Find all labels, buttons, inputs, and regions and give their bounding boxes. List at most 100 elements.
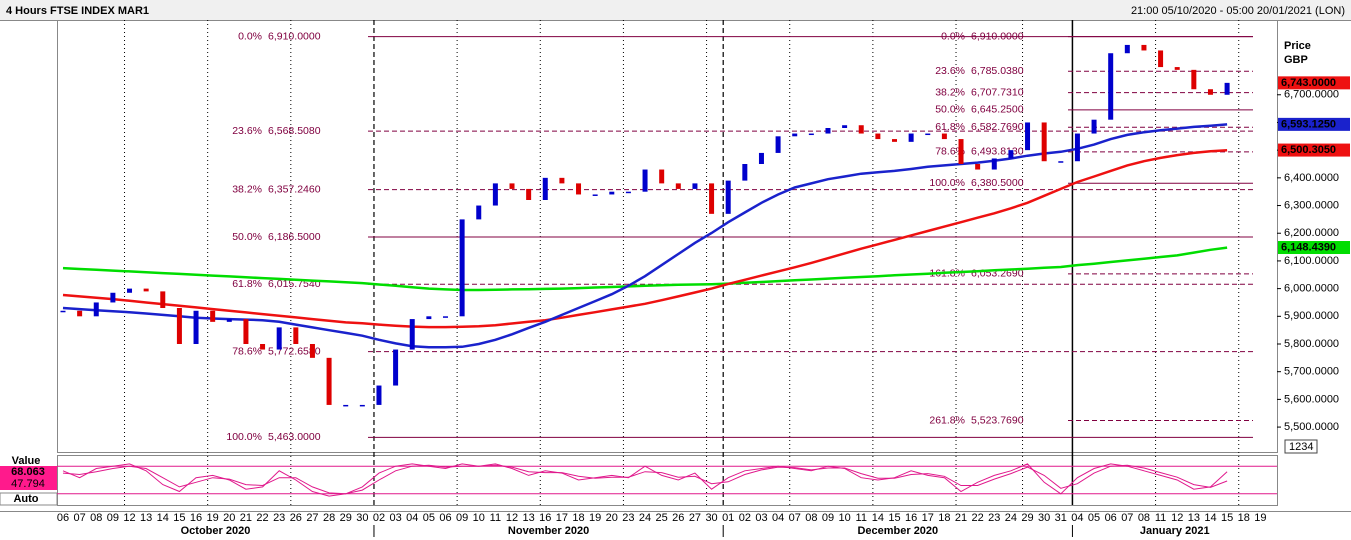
x-tick-label: 16 xyxy=(539,512,551,524)
x-tick-label: 29 xyxy=(1021,512,1033,524)
fib-price: 6,568.5080 xyxy=(268,125,321,137)
fib-price: 6,380.5000 xyxy=(971,177,1024,189)
fib-pct: 50.0% xyxy=(935,104,965,116)
candle xyxy=(808,133,814,136)
fib-pct: 100.0% xyxy=(929,177,965,189)
x-tick-label: 13 xyxy=(523,512,535,524)
chart-title: 4 Hours FTSE INDEX MAR1 xyxy=(6,5,149,17)
candle xyxy=(892,139,897,142)
x-tick-label: 11 xyxy=(856,512,867,524)
candle xyxy=(1041,122,1047,162)
x-tick-label: 01 xyxy=(722,512,734,524)
candle xyxy=(459,219,465,317)
x-tick-label: 17 xyxy=(922,512,934,524)
fib-price: 6,645.2500 xyxy=(971,104,1024,116)
candle xyxy=(908,133,914,142)
candle xyxy=(941,133,947,140)
x-tick-label: 18 xyxy=(938,512,950,524)
candle xyxy=(193,310,199,344)
candle xyxy=(1141,44,1147,51)
x-tick-label: 08 xyxy=(805,512,817,524)
x-tick-label: 17 xyxy=(556,512,568,524)
candle xyxy=(709,183,715,214)
fib-price: 6,493.8130 xyxy=(971,146,1024,158)
candle xyxy=(226,319,232,322)
x-tick-label: 24 xyxy=(1005,512,1017,524)
badge-box xyxy=(1284,439,1318,454)
x-tick-label: 23 xyxy=(622,512,634,524)
month-label: January 2021 xyxy=(1140,525,1210,537)
y-tick-label: 5,800.0000 xyxy=(1284,338,1339,350)
x-tick-label: 20 xyxy=(223,512,235,524)
fib-price: 5,463.0000 xyxy=(268,431,321,443)
candle xyxy=(1091,119,1097,134)
y-tick-label: 6,300.0000 xyxy=(1284,199,1339,211)
moving-average xyxy=(62,123,1228,349)
x-tick-label: 09 xyxy=(107,512,119,524)
candle xyxy=(825,128,831,134)
candle xyxy=(143,288,149,292)
x-tick-label: 22 xyxy=(256,512,268,524)
x-tick-label: 13 xyxy=(1188,512,1200,524)
x-tick-label: 20 xyxy=(606,512,618,524)
x-tick-label: 28 xyxy=(323,512,335,524)
candle xyxy=(792,133,798,137)
candle xyxy=(376,385,382,405)
fib-pct: 23.6% xyxy=(935,65,965,77)
x-tick-label: 04 xyxy=(406,512,418,524)
x-tick-label: 15 xyxy=(173,512,185,524)
candle xyxy=(393,349,399,386)
y-tick-label: 5,700.0000 xyxy=(1284,366,1339,378)
x-tick-label: 21 xyxy=(240,512,252,524)
candle xyxy=(343,404,349,407)
price-tag-label: 6,500.3050 xyxy=(1281,144,1336,156)
candle xyxy=(77,310,83,317)
x-tick-label: 06 xyxy=(57,512,69,524)
fib-pct: 0.0% xyxy=(238,30,262,42)
moving-average xyxy=(62,148,1228,329)
x-tick-label: 08 xyxy=(90,512,102,524)
candle xyxy=(692,183,698,189)
candle xyxy=(642,169,648,192)
x-tick-label: 06 xyxy=(1105,512,1117,524)
candle xyxy=(160,291,166,308)
x-tick-label: 05 xyxy=(1088,512,1100,524)
title-bar xyxy=(0,0,1351,20)
price-panel-frame xyxy=(57,20,1278,453)
candle xyxy=(243,319,249,344)
candle xyxy=(991,158,997,170)
x-tick-label: 23 xyxy=(273,512,285,524)
candle xyxy=(1074,133,1080,162)
y-tick-label: 6,200.0000 xyxy=(1284,227,1339,239)
candle xyxy=(742,164,748,181)
y-tick-label: 6,700.0000 xyxy=(1284,89,1339,101)
candle xyxy=(409,319,415,350)
candle xyxy=(1191,69,1197,90)
candle xyxy=(60,310,66,313)
candle xyxy=(775,136,781,153)
x-tick-label: 27 xyxy=(306,512,318,524)
fib-price: 5,523.7690 xyxy=(971,414,1024,426)
candle xyxy=(127,288,133,293)
oscillator-mode[interactable]: Auto xyxy=(13,493,38,505)
price-tag xyxy=(1278,117,1350,131)
candle xyxy=(725,180,731,214)
y-axis-title: GBP xyxy=(1284,54,1308,66)
fib-pct: 61.8% xyxy=(232,278,262,290)
oscillator-readout: 68.063 xyxy=(11,466,45,478)
x-tick-label: 13 xyxy=(140,512,152,524)
x-tick-label: 09 xyxy=(822,512,834,524)
fib-price: 6,910.0000 xyxy=(268,30,321,42)
y-tick-label: 6,400.0000 xyxy=(1284,172,1339,184)
candle xyxy=(1008,150,1014,159)
x-tick-label: 23 xyxy=(988,512,1000,524)
x-tick-label: 21 xyxy=(955,512,967,524)
x-tick-label: 03 xyxy=(755,512,767,524)
price-tag xyxy=(1278,143,1350,157)
oscillator-readout-box xyxy=(0,466,57,490)
x-tick-label: 19 xyxy=(1254,512,1266,524)
oscillator-readout: 47.794 xyxy=(11,478,45,490)
moving-average xyxy=(62,246,1228,292)
x-tick-label: 14 xyxy=(1204,512,1216,524)
candle xyxy=(842,125,848,128)
